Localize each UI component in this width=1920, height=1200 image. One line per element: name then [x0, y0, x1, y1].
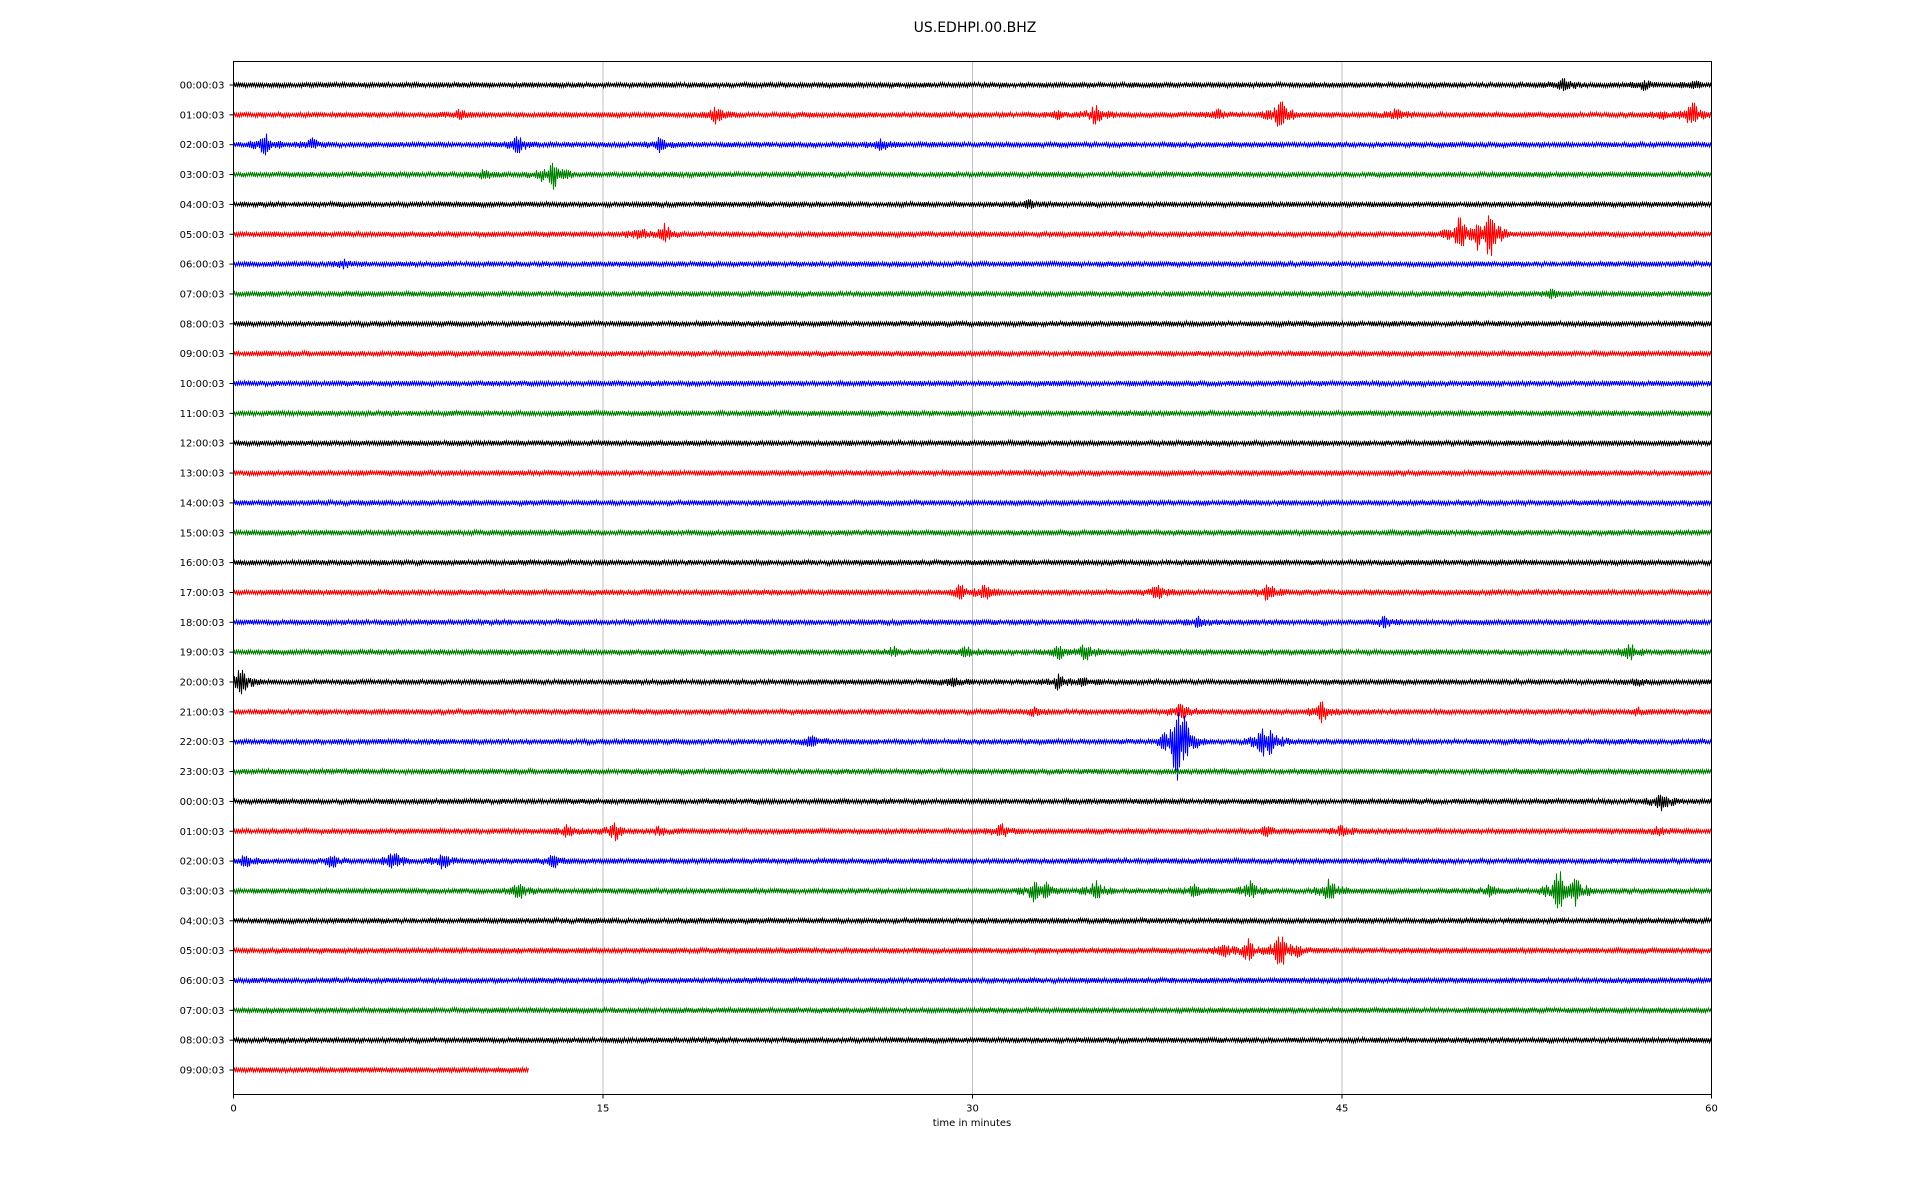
trace-line [233, 319, 1712, 329]
trace-line [233, 712, 1712, 781]
row-time-label: 20:00:03 [180, 678, 225, 689]
trace-layer [233, 78, 1712, 1075]
trace-line [233, 701, 1712, 724]
trace-line [233, 162, 1712, 190]
trace-line [233, 794, 1712, 812]
row-time-label: 05:00:03 [180, 230, 225, 241]
trace-line [233, 468, 1712, 478]
trace-line [233, 669, 1712, 695]
row-time-label: 09:00:03 [180, 349, 225, 360]
trace-line [233, 584, 1712, 601]
trace-line [233, 871, 1712, 909]
trace-line [233, 1005, 1712, 1015]
trace-line [233, 975, 1712, 986]
row-time-label: 00:00:03 [180, 797, 225, 808]
row-time-label: 01:00:03 [180, 827, 225, 838]
row-time-label: 09:00:03 [180, 1066, 225, 1077]
row-time-label: 18:00:03 [180, 618, 225, 629]
row-time-label: 17:00:03 [180, 588, 225, 599]
trace-line [233, 78, 1712, 92]
chart-title: US.EDHPI.00.BHZ [913, 20, 1037, 36]
row-time-label: 08:00:03 [180, 1036, 225, 1047]
trace-line [233, 766, 1712, 777]
row-time-label: 00:00:03 [180, 81, 225, 92]
trace-line [233, 822, 1712, 842]
row-time-label: 21:00:03 [180, 707, 225, 718]
row-time-label: 06:00:03 [180, 976, 225, 987]
x-axis-label: time in minutes [933, 1118, 1012, 1129]
row-time-label: 22:00:03 [180, 737, 225, 748]
row-time-label: 07:00:03 [180, 1006, 225, 1017]
row-time-label: 11:00:03 [180, 409, 225, 420]
x-tick-label: 15 [597, 1104, 610, 1115]
trace-line [233, 528, 1712, 538]
trace-line [233, 1035, 1712, 1045]
row-time-label: 12:00:03 [180, 439, 225, 450]
row-time-label: 10:00:03 [180, 379, 225, 390]
row-time-label: 03:00:03 [180, 886, 225, 897]
x-tick-label: 60 [1705, 1104, 1718, 1115]
trace-line [233, 498, 1712, 508]
trace-line [233, 408, 1712, 418]
row-time-label: 05:00:03 [180, 946, 225, 957]
trace-line [233, 916, 1712, 926]
trace-line [233, 378, 1712, 389]
trace-line [233, 644, 1712, 661]
x-axis-ticks: 0 15 30 45 60 [230, 1094, 1718, 1115]
row-time-label: 23:00:03 [180, 767, 225, 778]
trace-line [233, 558, 1712, 568]
trace-line [233, 101, 1712, 127]
row-time-label: 19:00:03 [180, 648, 225, 659]
trace-line [233, 438, 1712, 448]
row-time-labels: 00:00:03 01:00:03 02:00:03 03:00:03 04:00:03… [180, 81, 234, 1077]
trace-line [233, 349, 1712, 359]
row-time-label: 03:00:03 [180, 170, 225, 181]
trace-line [233, 936, 1712, 965]
plot-frame [233, 61, 1712, 1095]
x-tick-label: 45 [1336, 1104, 1349, 1115]
row-time-label: 15:00:03 [180, 528, 225, 539]
trace-line [233, 258, 1712, 270]
trace-line [233, 615, 1712, 629]
row-time-label: 02:00:03 [180, 857, 225, 868]
trace-line [233, 1065, 529, 1075]
trace-line [233, 215, 1712, 257]
row-time-label: 08:00:03 [180, 319, 225, 330]
x-tick-label: 0 [230, 1104, 236, 1115]
row-time-label: 14:00:03 [180, 498, 225, 509]
row-time-label: 02:00:03 [180, 140, 225, 151]
row-time-label: 01:00:03 [180, 110, 225, 121]
trace-line [233, 133, 1712, 156]
x-tick-label: 30 [966, 1104, 979, 1115]
row-time-label: 06:00:03 [180, 260, 225, 271]
trace-line [233, 288, 1712, 300]
row-time-label: 04:00:03 [180, 200, 225, 211]
grid-lines [602, 61, 1343, 1095]
row-time-label: 04:00:03 [180, 916, 225, 927]
row-time-label: 07:00:03 [180, 289, 225, 300]
trace-line [233, 199, 1712, 209]
row-time-label: 13:00:03 [180, 469, 225, 480]
row-time-label: 16:00:03 [180, 558, 225, 569]
trace-line [233, 853, 1712, 870]
